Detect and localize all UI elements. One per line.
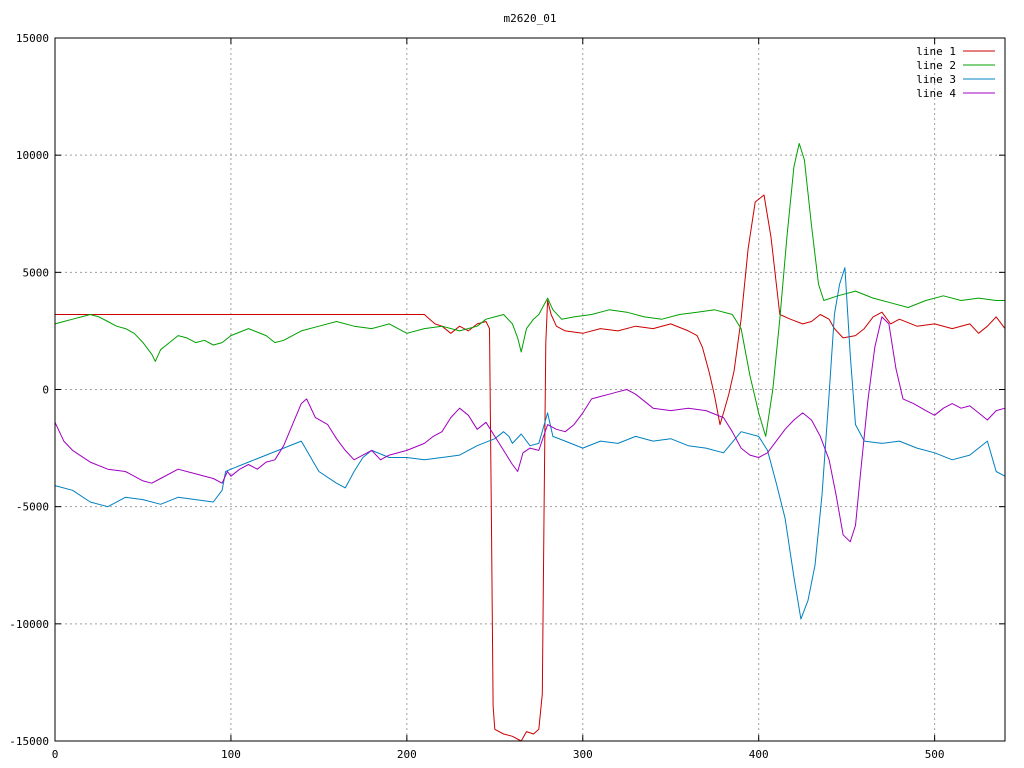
y-tick-label: -15000: [9, 735, 49, 748]
legend-label-2: line 2: [916, 59, 956, 72]
y-tick-label: 10000: [16, 149, 49, 162]
y-tick-label: -10000: [9, 618, 49, 631]
series-line-4: [54, 316, 1006, 543]
x-tick-label: 200: [397, 748, 417, 761]
grid-lines: [55, 38, 1005, 741]
axis-ticks: [54, 37, 1005, 742]
series-line-2: [54, 143, 1005, 437]
x-tick-label: 100: [221, 748, 241, 761]
x-tick-label: 300: [573, 748, 593, 761]
y-tick-label: 0: [42, 384, 49, 397]
axis-tick-labels: 0 100 200 300 400 500 -15000 -10000 -5000 0 5000 10…: [9, 32, 944, 761]
series-layer: [54, 143, 1006, 742]
legend-label-1: line 1: [916, 45, 956, 58]
y-tick-label: -5000: [16, 501, 49, 514]
legend-label-3: line 3: [916, 73, 956, 86]
series-line-1: [55, 194, 1006, 742]
legend-label-4: line 4: [916, 87, 956, 100]
series-line-3: [54, 267, 1006, 620]
x-tick-label: 0: [52, 748, 59, 761]
x-tick-label: 400: [749, 748, 769, 761]
y-tick-label: 5000: [23, 266, 50, 279]
x-tick-label: 500: [925, 748, 945, 761]
chart-title: m2620_01: [504, 12, 557, 25]
y-tick-label: 15000: [16, 32, 49, 45]
